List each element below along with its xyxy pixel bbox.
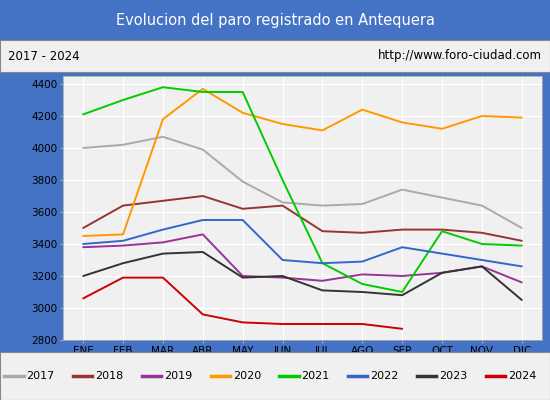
Text: 2022: 2022 xyxy=(370,371,399,381)
Text: 2017 - 2024: 2017 - 2024 xyxy=(8,50,80,62)
Text: http://www.foro-ciudad.com: http://www.foro-ciudad.com xyxy=(378,50,542,62)
Text: 2020: 2020 xyxy=(233,371,261,381)
Text: 2021: 2021 xyxy=(301,371,329,381)
Text: 2018: 2018 xyxy=(95,371,123,381)
Text: 2019: 2019 xyxy=(164,371,192,381)
Text: 2024: 2024 xyxy=(508,371,536,381)
Text: Evolucion del paro registrado en Antequera: Evolucion del paro registrado en Anteque… xyxy=(116,12,435,28)
Text: 2023: 2023 xyxy=(439,371,467,381)
Text: 2017: 2017 xyxy=(26,371,54,381)
